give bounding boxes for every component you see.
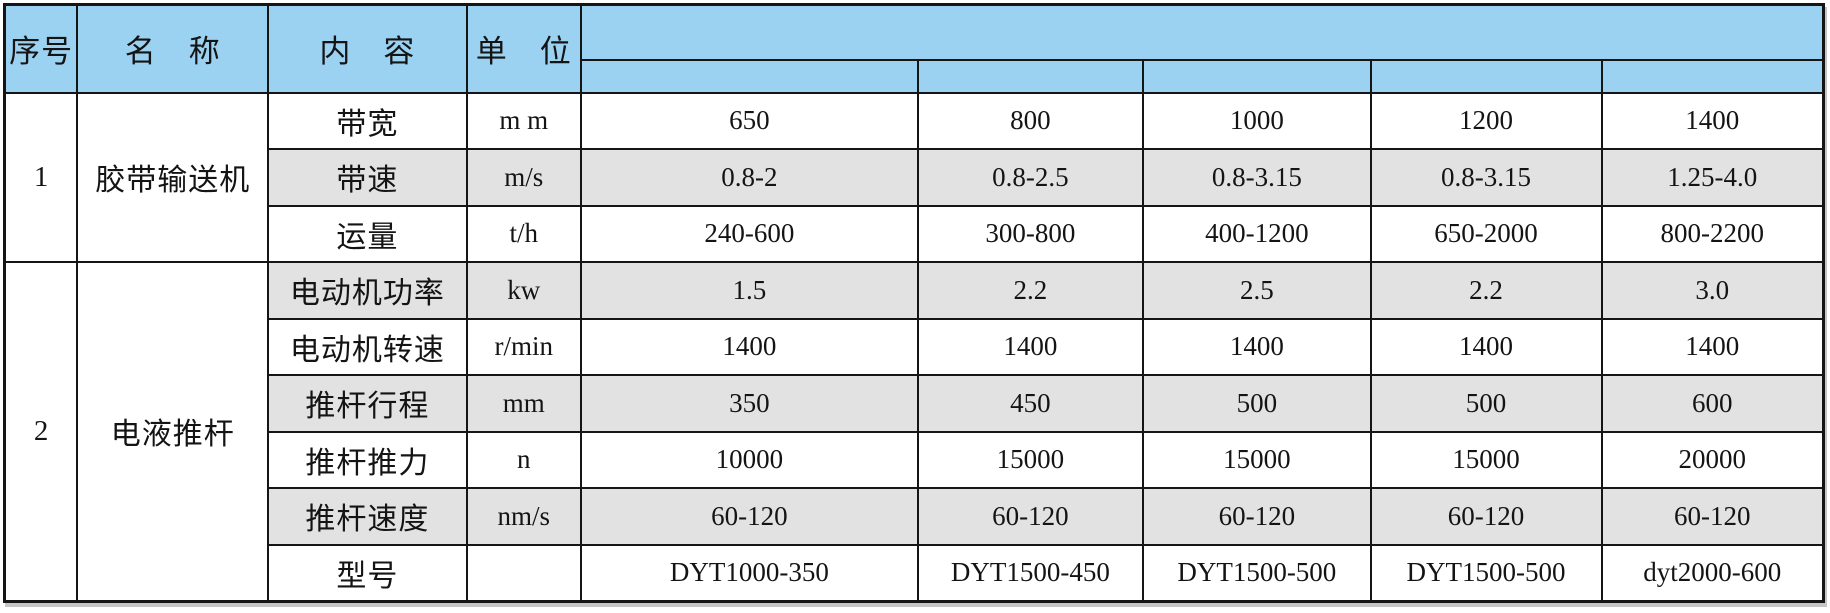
table-row: 运量 t/h 240-600 300-800 400-1200 650-2000… xyxy=(5,204,1825,263)
row-unit: m m xyxy=(465,91,583,150)
cell-value: 600 xyxy=(1600,374,1825,433)
header-model-cell xyxy=(1369,58,1603,94)
table-row: 型号 DYT1000-350 DYT1500-450 DYT1500-500 D… xyxy=(5,543,1825,602)
row-unit: m/s xyxy=(465,148,583,207)
cell-value: 60-120 xyxy=(916,487,1145,546)
cell-value: 1400 xyxy=(1600,317,1825,376)
row-unit: t/h xyxy=(465,204,583,263)
row-unit: n xyxy=(465,430,583,489)
row-content: 推杆推力 xyxy=(267,430,468,489)
cell-value: 2.5 xyxy=(1142,261,1372,320)
cell-value: 1400 xyxy=(1369,317,1603,376)
table-row: 带速 m/s 0.8-2 0.8-2.5 0.8-3.15 0.8-3.15 1… xyxy=(5,148,1825,207)
row-unit xyxy=(465,543,583,602)
cell-value: 800 xyxy=(916,91,1145,150)
cell-value: 0.8-2.5 xyxy=(916,148,1145,207)
cell-value: 650 xyxy=(580,91,919,150)
row-unit: r/min xyxy=(465,317,583,376)
row-content: 型号 xyxy=(267,543,468,602)
cell-value: 1400 xyxy=(580,317,919,376)
cell-value: 60-120 xyxy=(1369,487,1603,546)
cell-value: 1400 xyxy=(1142,317,1372,376)
cell-value: 15000 xyxy=(1142,430,1372,489)
row-unit: mm xyxy=(465,374,583,433)
row-content: 运量 xyxy=(267,204,468,263)
header-model-cell xyxy=(916,58,1145,94)
row-content: 带速 xyxy=(267,148,468,207)
table-row: 推杆推力 n 10000 15000 15000 15000 20000 xyxy=(5,430,1825,489)
cell-value: 15000 xyxy=(916,430,1145,489)
row-unit: kw xyxy=(465,261,583,320)
table-body: 1 胶带输送机 带宽 m m 650 800 1000 1200 1400 带速… xyxy=(3,91,1825,602)
cell-value: 450 xyxy=(916,374,1145,433)
spec-table: 序号 名 称 内 容 单 位 1 胶带输送机 带宽 m m 650 80 xyxy=(3,3,1825,603)
cell-value: 1400 xyxy=(916,317,1145,376)
cell-value: DYT1000-350 xyxy=(580,543,919,602)
cell-value: dyt2000-600 xyxy=(1600,543,1825,602)
header-row-sub xyxy=(5,58,1825,94)
cell-value: 350 xyxy=(580,374,919,433)
cell-value: 800-2200 xyxy=(1600,204,1825,263)
cell-value: 2.2 xyxy=(1369,261,1603,320)
cell-value: 1.25-4.0 xyxy=(1600,148,1825,207)
cell-value: DYT1500-500 xyxy=(1142,543,1372,602)
cell-value: 0.8-3.15 xyxy=(1142,148,1372,207)
cell-value: 2.2 xyxy=(916,261,1145,320)
header-row-top: 序号 名 称 内 容 单 位 xyxy=(3,3,1825,94)
cell-value: 60-120 xyxy=(1600,487,1825,546)
header-models-band xyxy=(580,3,1825,61)
cell-value: 0.8-3.15 xyxy=(1369,148,1603,207)
cell-value: 400-1200 xyxy=(1142,204,1372,263)
header-name: 名 称 xyxy=(76,3,270,94)
group-name: 电液推杆 xyxy=(76,261,270,602)
cell-value: 3.0 xyxy=(1600,261,1825,320)
cell-value: 240-600 xyxy=(580,204,919,263)
cell-value: 1000 xyxy=(1142,91,1372,150)
cell-value: 60-120 xyxy=(580,487,919,546)
cell-value: 60-120 xyxy=(1142,487,1372,546)
cell-value: DYT1500-450 xyxy=(916,543,1145,602)
table-row: 推杆行程 mm 350 450 500 500 600 xyxy=(5,374,1825,433)
table-header: 序号 名 称 内 容 单 位 xyxy=(3,3,1825,94)
cell-value: 500 xyxy=(1142,374,1372,433)
cell-value: 10000 xyxy=(580,430,919,489)
cell-value: 0.8-2 xyxy=(580,148,919,207)
header-model-cell xyxy=(580,58,919,94)
row-unit: nm/s xyxy=(465,487,583,546)
header-content: 内 容 xyxy=(267,3,468,94)
cell-value: 1200 xyxy=(1369,91,1603,150)
cell-value: 650-2000 xyxy=(1369,204,1603,263)
header-unit: 单 位 xyxy=(465,3,583,94)
row-content: 电动机转速 xyxy=(267,317,468,376)
cell-value: 15000 xyxy=(1369,430,1603,489)
group-no: 1 xyxy=(3,91,79,263)
header-no: 序号 xyxy=(3,3,79,94)
cell-value: 20000 xyxy=(1600,430,1825,489)
cell-value: 1400 xyxy=(1600,91,1825,150)
table-row: 1 胶带输送机 带宽 m m 650 800 1000 1200 1400 xyxy=(3,91,1825,263)
cell-value: 500 xyxy=(1369,374,1603,433)
cell-value: 300-800 xyxy=(916,204,1145,263)
group-name: 胶带输送机 xyxy=(76,91,270,263)
group-no: 2 xyxy=(3,261,79,602)
header-model-cell xyxy=(1142,58,1372,94)
row-content: 带宽 xyxy=(267,91,468,150)
cell-value: DYT1500-500 xyxy=(1369,543,1603,602)
table-row: 推杆速度 nm/s 60-120 60-120 60-120 60-120 60… xyxy=(5,487,1825,546)
table-row: 2 电液推杆 电动机功率 kw 1.5 2.2 2.5 2.2 3.0 xyxy=(3,261,1825,602)
header-model-cell xyxy=(1600,58,1825,94)
table-row: 电动机转速 r/min 1400 1400 1400 1400 1400 xyxy=(5,317,1825,376)
row-content: 推杆行程 xyxy=(267,374,468,433)
row-content: 电动机功率 xyxy=(267,261,468,320)
row-content: 推杆速度 xyxy=(267,487,468,546)
cell-value: 1.5 xyxy=(580,261,919,320)
